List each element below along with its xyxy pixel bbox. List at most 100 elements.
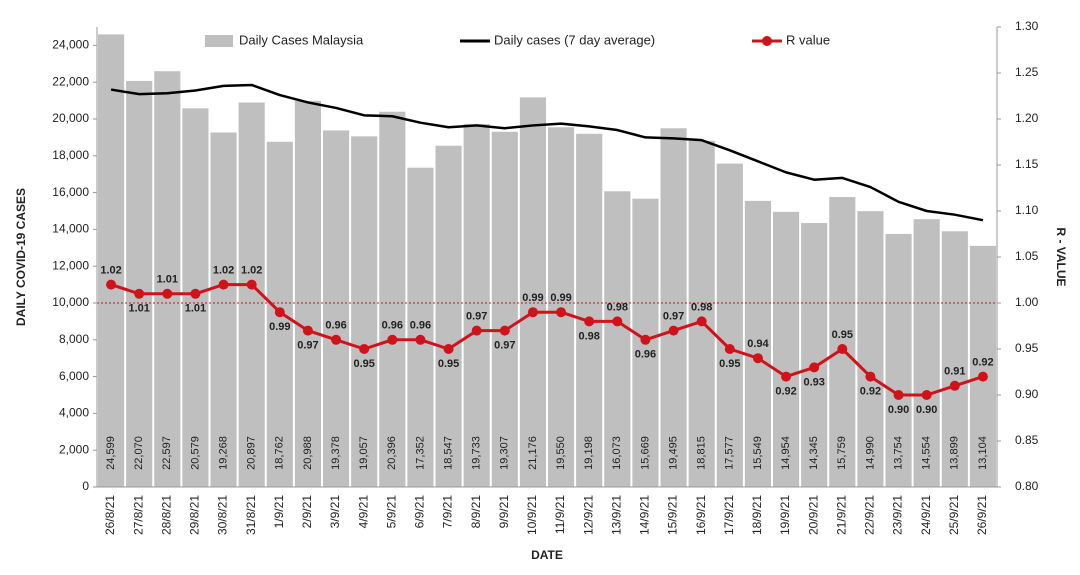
marker: [302, 325, 313, 336]
data-label: 0.91: [944, 366, 965, 378]
marker: [781, 371, 792, 382]
x-tick-label: 20/9/21: [806, 495, 820, 535]
bar-value-label: 15,669: [639, 436, 651, 470]
bar: [829, 197, 856, 487]
marker: [162, 288, 173, 299]
x-tick-label: 22/9/21: [863, 495, 877, 535]
data-label: 0.90: [916, 404, 937, 416]
bar-value-label: 18,815: [696, 436, 708, 470]
bar: [913, 219, 940, 487]
data-label: 0.99: [522, 292, 543, 304]
bar-value-label: 15,759: [836, 436, 848, 470]
marker: [837, 344, 848, 354]
marker: [359, 344, 370, 354]
x-tick-label: 21/9/21: [834, 495, 848, 535]
line: [110, 83, 984, 222]
x-tick-label: 31/8/21: [244, 495, 258, 535]
marker: [668, 325, 679, 336]
marker: [134, 288, 145, 299]
bar: [519, 97, 546, 487]
x-tick-label: 7/9/21: [441, 495, 455, 529]
data-label: 0.93: [803, 376, 824, 388]
x-tick-label: 1/9/21: [272, 495, 286, 529]
marker: [865, 371, 876, 382]
bar: [548, 127, 575, 487]
data-label: 0.98: [578, 330, 599, 342]
marker: [893, 390, 904, 400]
bar-value-label: 21,176: [527, 436, 539, 470]
x-tick-label: 24/9/21: [919, 495, 933, 535]
marker: [190, 288, 201, 299]
data-label: 0.90: [888, 404, 909, 416]
y2-tick-label: 1.10: [1015, 203, 1039, 217]
y2-tick-label: 1.30: [1015, 19, 1039, 33]
data-label: 0.92: [775, 386, 796, 398]
x-tick-label: 27/8/21: [131, 495, 145, 535]
x-tick-label: 8/9/21: [469, 495, 483, 529]
bar-value-label: 19,057: [358, 436, 370, 470]
marker: [218, 279, 229, 290]
y-tick-label: 24,000: [52, 38, 89, 52]
marker: [443, 344, 454, 354]
y-tick-label: 22,000: [52, 74, 89, 88]
x-tick-label: 6/9/21: [413, 495, 427, 529]
y-tick-label: 4,000: [59, 406, 89, 420]
x-tick-label: 11/9/21: [553, 495, 567, 534]
y-tick-label: 10,000: [52, 295, 89, 309]
y-axis-title: DAILY COVID-19 CASES: [14, 188, 28, 326]
bar-value-label: 22,070: [133, 436, 145, 470]
data-label: 0.96: [325, 320, 346, 332]
y2-tick-label: 1.25: [1015, 65, 1039, 79]
marker: [949, 380, 960, 391]
data-label: 0.97: [663, 311, 684, 323]
y2-axis-title: R - VALUE: [1054, 227, 1068, 286]
y-tick-label: 16,000: [52, 185, 89, 199]
bar-value-label: 16,073: [611, 436, 623, 470]
x-tick-label: 9/9/21: [497, 495, 511, 529]
bar: [407, 167, 434, 487]
data-label: 1.02: [100, 265, 121, 277]
data-label: 0.94: [747, 338, 769, 350]
y-tick-label: 18,000: [52, 148, 89, 162]
x-tick-label: 25/9/21: [947, 495, 961, 535]
data-label: 0.92: [860, 386, 881, 398]
marker: [640, 334, 651, 345]
marker: [584, 316, 595, 327]
bar: [801, 223, 828, 487]
marker: [977, 371, 988, 382]
y-tick-label: 6,000: [59, 369, 89, 383]
x-tick-label: 19/9/21: [778, 495, 792, 535]
bar: [688, 140, 715, 487]
y2-tick-label: 0.80: [1015, 479, 1039, 493]
y2-tick-label: 1.15: [1015, 157, 1039, 171]
bar-value-label: 19,198: [583, 436, 595, 470]
bar: [716, 163, 743, 488]
y2-tick-label: 1.20: [1015, 111, 1039, 125]
y2-tick-label: 0.95: [1015, 341, 1039, 355]
bar-value-label: 19,733: [471, 436, 483, 470]
bar: [491, 131, 518, 487]
bar-value-label: 14,345: [808, 436, 820, 470]
marker: [415, 334, 426, 345]
x-tick-label: 26/8/21: [103, 495, 117, 535]
x-tick-label: 16/9/21: [694, 495, 708, 535]
bar: [294, 100, 321, 487]
bar: [660, 128, 687, 488]
x-tick-label: 12/9/21: [581, 495, 595, 535]
data-label: 1.01: [157, 274, 178, 286]
bar-value-label: 19,495: [667, 436, 679, 470]
legend-label: Daily cases (7 day average): [494, 32, 655, 47]
legend-marker: [762, 36, 772, 46]
x-tick-label: 17/9/21: [722, 495, 736, 535]
y2-tick-label: 0.90: [1015, 387, 1039, 401]
bar-value-label: 20,988: [302, 436, 314, 470]
bar: [576, 133, 603, 487]
legend-swatch: [205, 35, 233, 47]
x-tick-label: 2/9/21: [300, 495, 314, 529]
marker: [387, 334, 398, 345]
y2-tick-label: 1.05: [1015, 249, 1039, 263]
bar: [744, 200, 771, 487]
marker: [556, 307, 567, 318]
data-label: 0.98: [607, 301, 628, 313]
